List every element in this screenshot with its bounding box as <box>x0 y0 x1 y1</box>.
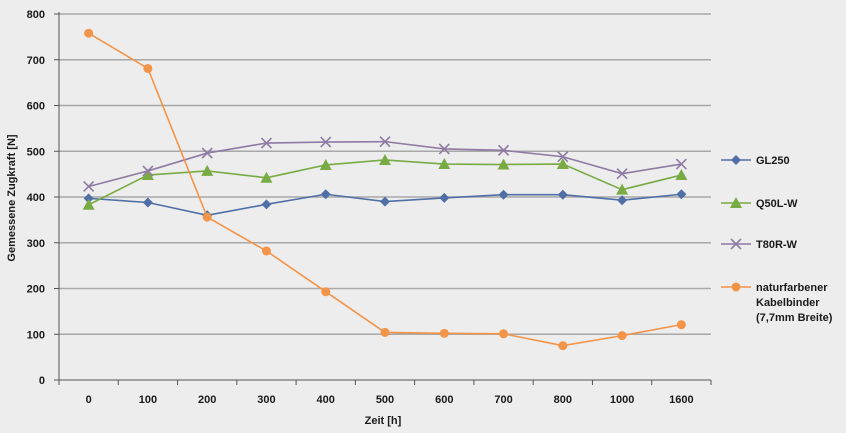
data-point <box>201 147 213 159</box>
data-point <box>84 28 94 38</box>
data-point <box>675 158 687 170</box>
y-tick-label: 800 <box>27 9 45 21</box>
data-point <box>497 144 510 156</box>
data-point <box>142 197 153 208</box>
data-point <box>260 137 273 149</box>
data-point <box>380 196 390 207</box>
y-tick-label: 600 <box>27 101 45 113</box>
series-1 <box>83 189 687 221</box>
x-tick-label: 200 <box>198 394 216 406</box>
data-point <box>320 189 331 200</box>
series-4 <box>84 28 686 351</box>
series-3 <box>83 136 687 193</box>
legend-label: naturfarbener <box>756 282 828 294</box>
data-point <box>380 327 390 337</box>
data-point <box>617 331 627 341</box>
legend-marker <box>731 155 741 165</box>
legend-item: naturfarbener Kabelbinder (7,7mm Breite) <box>721 282 833 324</box>
data-point <box>142 165 154 177</box>
data-point <box>617 195 628 206</box>
y-tick-label: 300 <box>27 238 45 250</box>
axes <box>54 12 712 385</box>
legend-label: Q50L-W <box>756 198 798 210</box>
legend-marker <box>730 197 742 208</box>
data-point <box>499 329 509 339</box>
y-axis-label: Gemessene Zugkraft [N] <box>6 134 18 261</box>
data-point <box>379 136 391 148</box>
series-2 <box>82 153 688 210</box>
legend: GL250 Q50L-W T80R-W naturfarbener Kabelbinde… <box>721 155 833 324</box>
x-tick-label: 700 <box>494 394 512 406</box>
x-tick-label: 1600 <box>669 394 693 406</box>
data-point <box>201 164 214 176</box>
data-point <box>321 287 331 297</box>
data-point <box>676 189 687 200</box>
data-point <box>143 63 153 73</box>
data-point <box>497 158 510 170</box>
data-point <box>83 180 95 193</box>
data-point <box>556 158 569 170</box>
x-tick-label: 800 <box>554 394 572 406</box>
data-point <box>320 136 332 148</box>
x-tick-label: 300 <box>257 394 275 406</box>
legend-label: (7,7mm Breite) <box>756 312 833 324</box>
legend-label: GL250 <box>756 155 790 167</box>
data-point <box>82 198 95 210</box>
data-point <box>675 169 688 181</box>
data-point <box>439 192 450 203</box>
data-point <box>202 212 212 222</box>
data-point <box>438 158 451 170</box>
legend-item: Q50L-W <box>721 197 798 210</box>
legend-label: Kabelbinder <box>756 297 820 309</box>
data-point <box>260 171 273 183</box>
legend-item: T80R-W <box>721 238 798 251</box>
y-tick-label: 700 <box>27 55 45 67</box>
x-axis-label: Zeit [h] <box>365 415 402 427</box>
series-layer <box>82 28 688 351</box>
x-tick-labels: 0 100 200 300 400 500 600 700 800 1000 1600 <box>86 394 694 406</box>
data-point <box>558 341 568 351</box>
data-point <box>83 193 94 204</box>
legend-label: T80R-W <box>756 239 798 251</box>
data-point <box>498 189 509 200</box>
data-point <box>438 143 450 155</box>
legend-item: GL250 <box>721 155 790 167</box>
data-point <box>379 153 391 165</box>
x-tick-label: 0 <box>86 394 92 406</box>
y-tick-label: 0 <box>39 375 45 387</box>
y-tick-label: 400 <box>27 192 45 204</box>
legend-marker <box>730 238 742 250</box>
x-tick-label: 1000 <box>610 394 634 406</box>
data-point <box>261 199 272 210</box>
data-point <box>557 151 569 163</box>
data-point <box>557 189 568 200</box>
y-tick-labels: 0 100 200 300 400 500 600 700 800 <box>27 9 45 387</box>
y-tick-label: 100 <box>27 329 45 341</box>
x-tick-label: 100 <box>139 394 157 406</box>
data-point <box>261 246 271 256</box>
x-tick-label: 400 <box>317 394 335 406</box>
x-tick-label: 500 <box>376 394 394 406</box>
data-point <box>616 183 629 195</box>
gridlines <box>59 13 711 336</box>
data-point <box>319 158 332 170</box>
y-tick-label: 200 <box>27 284 45 296</box>
data-point <box>616 168 628 180</box>
x-tick-label: 600 <box>435 394 453 406</box>
y-tick-label: 500 <box>27 146 45 158</box>
data-point <box>676 320 686 330</box>
data-point <box>141 169 154 181</box>
data-point <box>439 328 449 338</box>
legend-marker <box>731 282 741 292</box>
